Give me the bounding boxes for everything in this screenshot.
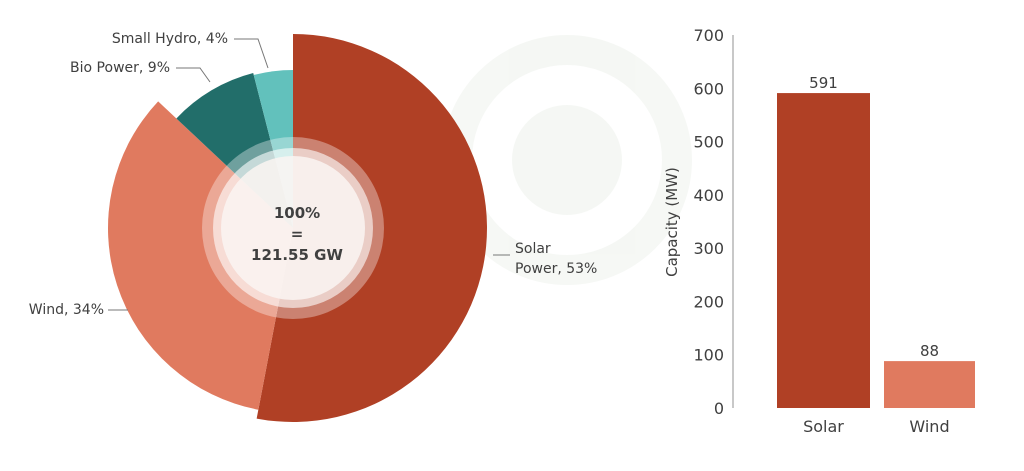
y-tick-label: 0: [714, 399, 724, 418]
pie-label-solar-power: Solar: [515, 241, 551, 257]
leader-line-small-hydro: [234, 38, 269, 69]
bar-wind: [884, 361, 975, 408]
y-tick-label: 300: [693, 239, 724, 258]
y-tick-label: 500: [693, 133, 724, 152]
x-tick-label: Solar: [803, 417, 844, 436]
pie-center-label: =: [291, 225, 304, 243]
pie-center: [221, 156, 365, 300]
bar-solar: [777, 93, 870, 409]
pie-center-label: 100%: [274, 204, 320, 222]
pie-label-small-hydro: Small Hydro, 4%: [112, 31, 228, 47]
bar-chart: 0 100 200 300 400 500 600 700 Capacity (MW) 591 So…: [663, 26, 975, 436]
bar-value-label: 88: [920, 342, 939, 360]
y-tick-label: 400: [693, 186, 724, 205]
y-tick-label: 200: [693, 292, 724, 311]
pie-label-solar-power: Power, 53%: [515, 261, 597, 277]
pie-center-label: 121.55 GW: [251, 246, 343, 264]
y-tick-label: 700: [693, 26, 724, 45]
pie-label-wind: Wind, 34%: [29, 302, 104, 318]
bar-value-label: 591: [809, 74, 838, 92]
pie-label-bio-power: Bio Power, 9%: [70, 60, 170, 76]
y-tick-label: 100: [693, 346, 724, 365]
x-tick-label: Wind: [909, 417, 949, 436]
watermark: [442, 35, 692, 285]
pie-chart: 100% = 121.55 GW Solar Power, 53% Wind, 34% Bi…: [29, 31, 597, 423]
pie-slice-wind: [107, 101, 293, 410]
y-tick-label: 600: [693, 79, 724, 98]
leader-line-bio-power: [176, 67, 211, 83]
y-axis-label: Capacity (MW): [663, 167, 681, 277]
